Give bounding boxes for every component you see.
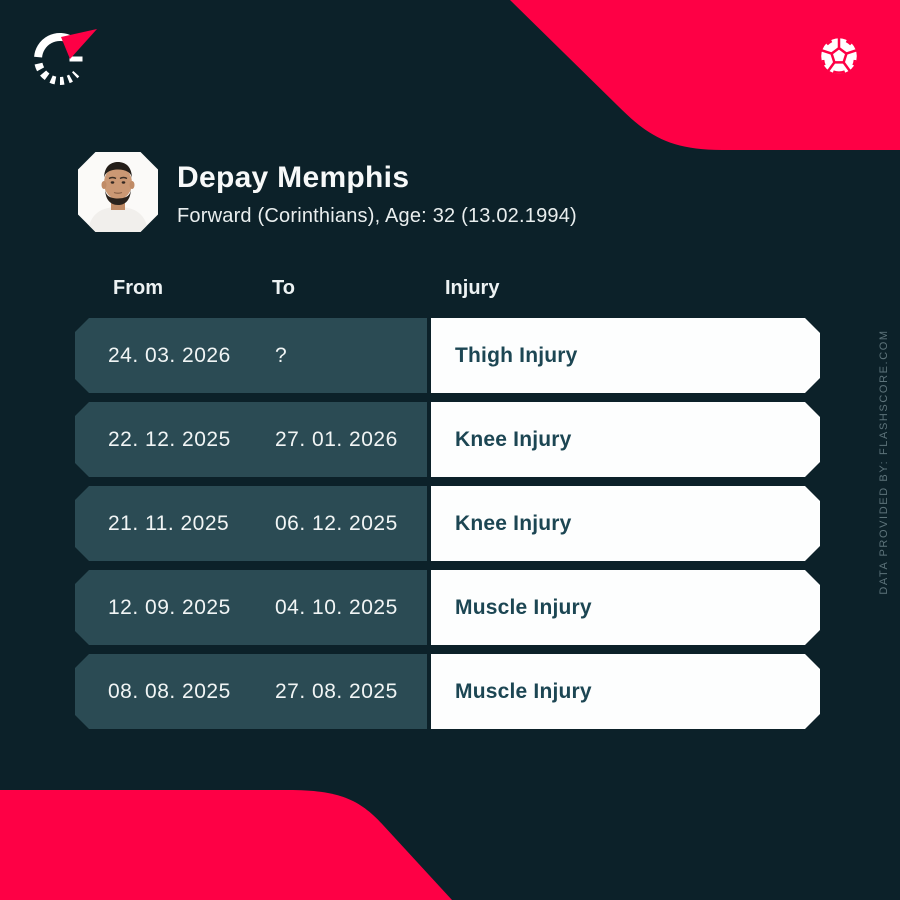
player-name: Depay Memphis	[177, 161, 410, 194]
dates-cell: 08. 08. 2025 27. 08. 2025	[75, 654, 427, 729]
column-header-to: To	[272, 277, 295, 299]
injury-name: Thigh Injury	[455, 343, 578, 367]
injury-cell: Muscle Injury	[431, 570, 820, 645]
flashscore-logo-icon	[34, 29, 97, 85]
injury-name: Knee Injury	[455, 511, 572, 535]
injury-cell: Muscle Injury	[431, 654, 820, 729]
dates-cell: 22. 12. 2025 27. 01. 2026	[75, 402, 427, 477]
injury-name: Knee Injury	[455, 427, 572, 451]
from-date: 12. 09. 2025	[108, 595, 231, 619]
from-date: 08. 08. 2025	[108, 679, 231, 703]
from-date: 24. 03. 2026	[108, 343, 231, 367]
column-header-from: From	[113, 277, 163, 299]
table-row: 24. 03. 2026 ? Thigh Injury	[75, 318, 820, 393]
bottom-left-wedge	[0, 790, 452, 900]
dates-cell: 21. 11. 2025 06. 12. 2025	[75, 486, 427, 561]
from-date: 21. 11. 2025	[108, 511, 230, 535]
to-date: 04. 10. 2025	[275, 595, 398, 619]
player-avatar	[78, 152, 158, 232]
table-row: 21. 11. 2025 06. 12. 2025 Knee Injury	[75, 486, 820, 561]
data-provider-watermark: DATA PROVIDED BY: FLASHSCORE.COM	[878, 329, 890, 595]
dates-cell: 12. 09. 2025 04. 10. 2025	[75, 570, 427, 645]
column-header-injury: Injury	[445, 277, 500, 299]
to-date: 27. 01. 2026	[275, 427, 398, 451]
to-date: 27. 08. 2025	[275, 679, 398, 703]
injury-name: Muscle Injury	[455, 679, 592, 703]
injury-cell: Knee Injury	[431, 402, 820, 477]
to-date: 06. 12. 2025	[275, 511, 398, 535]
injury-name: Muscle Injury	[455, 595, 592, 619]
from-date: 22. 12. 2025	[108, 427, 231, 451]
injury-cell: Thigh Injury	[431, 318, 820, 393]
player-photo	[78, 152, 158, 232]
soccer-ball-icon	[821, 37, 857, 74]
to-date: ?	[275, 343, 288, 367]
table-row: 22. 12. 2025 27. 01. 2026 Knee Injury	[75, 402, 820, 477]
player-details: Forward (Corinthians), Age: 32 (13.02.19…	[177, 205, 577, 227]
table-row: 12. 09. 2025 04. 10. 2025 Muscle Injury	[75, 570, 820, 645]
dates-cell: 24. 03. 2026 ?	[75, 318, 427, 393]
table-row: 08. 08. 2025 27. 08. 2025 Muscle Injury	[75, 654, 820, 729]
injury-cell: Knee Injury	[431, 486, 820, 561]
